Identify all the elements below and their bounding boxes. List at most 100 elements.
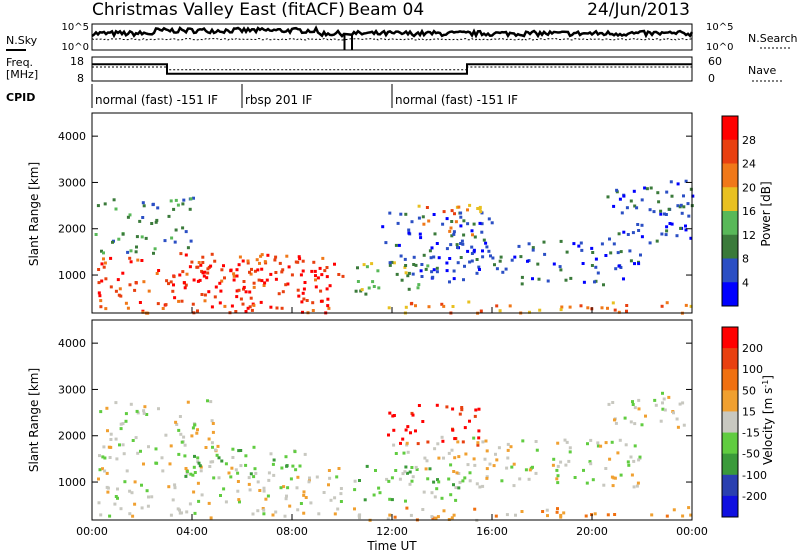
range-cell xyxy=(493,263,496,267)
range-cell xyxy=(479,210,483,214)
range-cell xyxy=(636,223,640,226)
range-cell xyxy=(236,471,240,475)
range-cell xyxy=(464,452,468,456)
range-cell xyxy=(614,421,618,425)
range-cell xyxy=(327,469,331,472)
range-cell xyxy=(427,305,431,309)
range-cell xyxy=(103,456,107,460)
range-cell xyxy=(385,477,389,481)
cpid-segment-label: normal (fast) -151 IF xyxy=(95,93,218,107)
range-cell xyxy=(490,221,494,225)
range-cell xyxy=(459,256,463,259)
range-cell xyxy=(407,228,411,232)
colorbar-swatch xyxy=(722,211,738,236)
range-cell xyxy=(322,491,326,494)
range-cell xyxy=(422,222,426,226)
range-cell xyxy=(419,236,423,240)
range-cell xyxy=(449,463,453,467)
range-cell xyxy=(186,246,190,250)
range-cell xyxy=(410,220,414,224)
range-cell xyxy=(645,187,649,191)
range-cell xyxy=(154,447,158,451)
range-cell xyxy=(239,464,243,468)
colorbar-tick-label: 20 xyxy=(742,181,756,194)
range-cell xyxy=(506,456,510,460)
range-cell xyxy=(559,515,563,519)
range-cell xyxy=(477,265,481,269)
range-cell xyxy=(591,478,595,482)
range-cell xyxy=(421,215,425,219)
range-cell xyxy=(473,235,477,239)
range-cell xyxy=(436,478,439,482)
range-cell xyxy=(198,464,202,468)
range-cell xyxy=(593,512,597,516)
colorbar-tick-label: 16 xyxy=(742,205,756,218)
range-cell xyxy=(520,282,524,286)
range-cell xyxy=(323,269,327,273)
range-cell xyxy=(625,304,629,307)
range-cell xyxy=(426,440,430,444)
colorbar-frame xyxy=(721,326,739,518)
range-cell xyxy=(358,479,361,482)
range-cell xyxy=(559,239,563,243)
range-cell xyxy=(301,310,304,314)
range-cell xyxy=(594,265,598,269)
range-cell xyxy=(452,230,456,234)
range-cell xyxy=(428,467,432,471)
range-cell xyxy=(153,247,157,251)
date-label: 24/Jun/2013 xyxy=(587,0,690,20)
range-cell xyxy=(388,263,392,267)
range-cell xyxy=(684,303,688,307)
range-cell xyxy=(337,273,341,276)
range-cell xyxy=(622,194,626,198)
range-cell xyxy=(256,268,260,272)
freq-axis-label-2: [MHz] xyxy=(6,68,38,81)
range-cell xyxy=(97,291,101,295)
range-cell xyxy=(304,496,308,499)
colorbar-tick-label: 4 xyxy=(742,276,749,289)
range-cell xyxy=(476,207,480,210)
range-cell xyxy=(689,304,693,308)
range-cell xyxy=(196,279,200,283)
range-cell xyxy=(675,234,679,238)
range-cell xyxy=(452,232,456,236)
range-cell xyxy=(667,395,671,399)
range-cell xyxy=(441,222,445,226)
range-cell xyxy=(440,496,444,500)
range-cell xyxy=(161,469,165,473)
range-cell xyxy=(210,419,214,423)
range-cell xyxy=(301,259,305,263)
range-cell xyxy=(434,516,438,520)
range-cell xyxy=(314,278,317,282)
range-cell xyxy=(178,415,182,418)
range-cell xyxy=(678,402,682,406)
range-cell xyxy=(238,255,242,259)
range-cell xyxy=(201,271,205,275)
range-cell xyxy=(193,423,197,427)
range-cell xyxy=(116,487,119,491)
range-cell xyxy=(400,278,404,282)
range-cell xyxy=(514,513,517,517)
noise-left-tick-bottom: 10^0 xyxy=(62,42,89,53)
range-cell xyxy=(452,513,456,517)
range-cell xyxy=(121,232,125,236)
range-cell xyxy=(411,413,415,417)
range-cell xyxy=(126,250,130,254)
range-cell xyxy=(632,459,636,463)
range-cell xyxy=(506,448,510,452)
range-cell xyxy=(142,204,146,208)
range-cell xyxy=(97,477,100,481)
range-cell xyxy=(445,217,449,221)
range-cell xyxy=(556,481,560,485)
range-cell xyxy=(283,514,287,518)
range-cell xyxy=(282,485,286,489)
colorbar-swatch xyxy=(722,390,738,412)
noise-search-trace xyxy=(91,37,693,41)
range-cell xyxy=(398,477,402,481)
range-cell xyxy=(150,495,154,499)
range-cell xyxy=(262,486,266,490)
range-cell xyxy=(558,265,562,269)
range-cell xyxy=(473,463,477,467)
range-cell xyxy=(492,464,496,468)
range-cell xyxy=(624,443,628,447)
